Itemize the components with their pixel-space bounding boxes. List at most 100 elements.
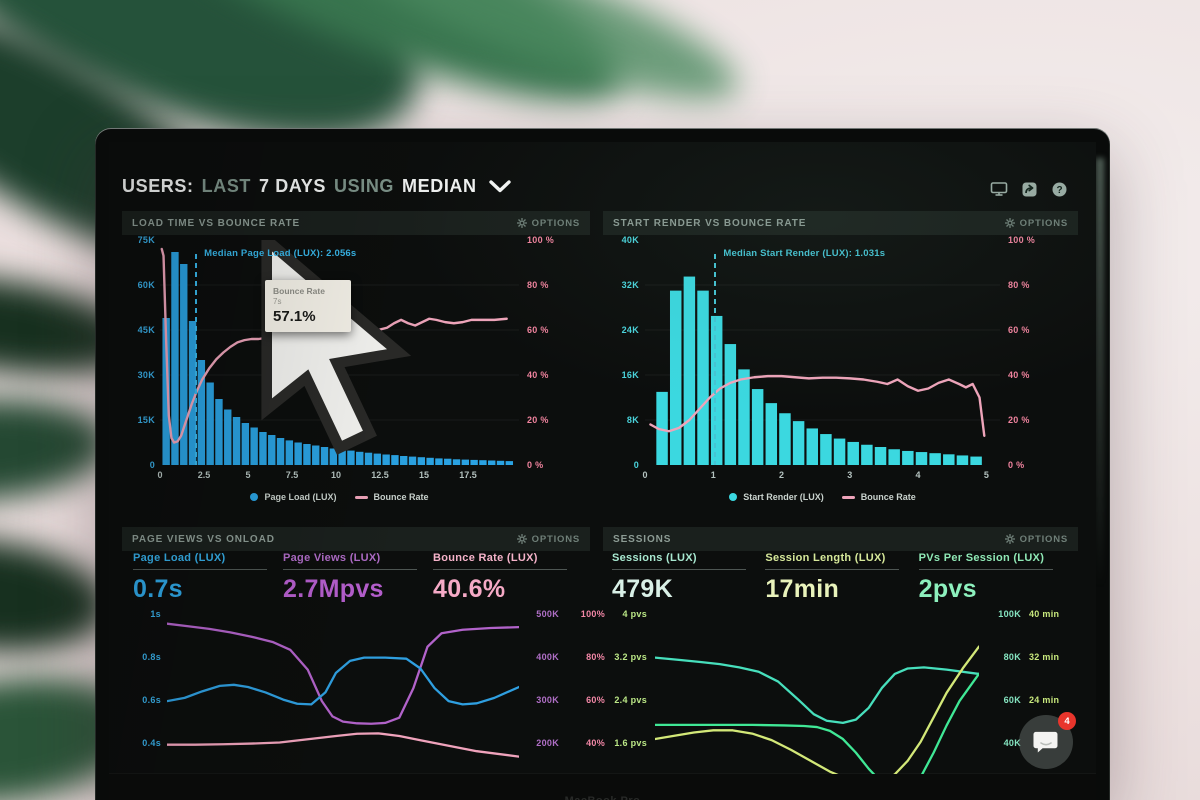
y-tick: 30K <box>137 370 155 380</box>
y-tick: 40 % <box>1008 370 1030 380</box>
metric-block: PVs Per Session (LUX) 2pvs <box>918 552 1072 604</box>
y-tick: 0 % <box>1008 460 1025 470</box>
x-tick: 1 <box>710 470 716 480</box>
y-tick: 3.2 pvs <box>614 651 647 662</box>
metric-divider <box>765 569 900 570</box>
x-tick: 0 <box>642 470 648 480</box>
display-icon[interactable] <box>990 180 1008 198</box>
y-tick: 32K <box>621 280 639 290</box>
panel-title: START RENDER VS BOUNCE RATE <box>613 217 807 229</box>
metric-divider <box>918 569 1053 570</box>
y-tick: 80 % <box>1008 280 1030 290</box>
y-tick: 0 % <box>527 460 544 470</box>
options-button-load-time[interactable]: OPTIONS <box>516 217 580 229</box>
y-tick: 4 pvs <box>622 608 647 619</box>
dashboard-screen: USERS: LAST 7 DAYS USING MEDIAN ? <box>109 142 1096 774</box>
y-tick: 45K <box>137 325 155 335</box>
y-axis-right-load-time: 100 % 80 % 60 % 40 % 20 % 0 % <box>527 235 577 470</box>
y-tick: 24K <box>621 325 639 335</box>
panel-header-load-time: LOAD TIME VS BOUNCE RATE OPTIONS <box>122 211 590 235</box>
median-marker-line <box>714 254 717 465</box>
svg-text:?: ? <box>1056 185 1062 196</box>
x-tick: 4 <box>915 470 921 480</box>
legend-item[interactable]: Bounce Rate <box>354 492 429 502</box>
y-tick: 80% <box>586 652 605 663</box>
options-button-page-views[interactable]: OPTIONS <box>516 533 580 545</box>
title-users: USERS: <box>122 175 194 196</box>
load-time-chart[interactable]: Bounce Rate 7s 57.1% Median Page Load (L… <box>160 240 519 465</box>
y-tick: 0.4s <box>142 738 161 749</box>
sessions-chart[interactable] <box>655 608 979 774</box>
y-tick: 60 % <box>1008 325 1030 335</box>
y-axis-right-minutes: 40 min 32 min 24 min <box>1029 608 1073 774</box>
metrics-sessions-panel: Sessions (LUX) 479K Session Length (LUX) 17… <box>612 552 1072 604</box>
y-tick: 1.6 pvs <box>614 737 647 748</box>
title-7days: 7 DAYS <box>259 175 327 196</box>
y-axis-left-pvs: 4 pvs 3.2 pvs 2.4 pvs 1.6 pvs <box>601 608 647 774</box>
laptop-brand-label: MacBook Pro <box>109 795 1096 800</box>
y-tick: 75K <box>137 235 155 245</box>
legend-item[interactable]: Start Render (LUX) <box>729 492 824 502</box>
y-axis-right-start-render: 100 % 80 % 60 % 40 % 20 % 0 % <box>1008 235 1060 470</box>
title-median: MEDIAN <box>402 175 477 196</box>
options-button-start-render[interactable]: OPTIONS <box>1004 217 1068 229</box>
legend-start-render: Start Render (LUX) Bounce Rate <box>645 492 1000 502</box>
y-tick: 1s <box>150 609 161 620</box>
chat-widget-button[interactable]: 4 <box>1019 712 1076 769</box>
median-annotation: Median Start Render (LUX): 1.031s <box>723 248 886 259</box>
page-views-chart[interactable] <box>167 608 519 774</box>
metric-block: Sessions (LUX) 479K <box>612 552 765 604</box>
start-render-chart[interactable]: Median Start Render (LUX): 1.031s <box>645 240 1000 465</box>
metric-divider <box>283 569 417 570</box>
options-label: OPTIONS <box>531 533 580 545</box>
help-icon[interactable]: ? <box>1050 180 1068 198</box>
x-axis-load-time: 0 2.5 5 7.5 10 12.5 15 17.5 <box>157 470 519 484</box>
title-last: LAST <box>201 175 252 196</box>
metric-value: 2.7Mpvs <box>283 575 384 603</box>
y-tick: 15K <box>137 415 155 425</box>
panel-header-page-views: PAGE VIEWS VS ONLOAD OPTIONS <box>122 527 590 551</box>
chat-bubble-icon <box>1033 731 1058 753</box>
y-tick: 40K <box>1003 738 1021 749</box>
title-using: USING <box>334 175 395 196</box>
legend-dot-icon <box>729 493 738 501</box>
options-label: OPTIONS <box>1019 533 1068 545</box>
share-icon[interactable] <box>1020 180 1038 198</box>
metric-label: PVs Per Session (LUX) <box>918 552 1045 564</box>
y-tick: 32 min <box>1029 651 1060 662</box>
y-tick: 100K <box>998 609 1021 620</box>
y-tick: 200K <box>536 738 559 749</box>
y-tick: 0.6s <box>142 695 161 706</box>
legend-item[interactable]: Bounce Rate <box>841 492 916 502</box>
options-label: OPTIONS <box>1019 217 1068 229</box>
y-tick: 100% <box>580 609 605 620</box>
metric-value: 40.6% <box>433 575 506 603</box>
metrics-page-views-panel: Page Load (LUX) 0.7s Page Views (LUX) 2.7Mp… <box>133 552 583 604</box>
legend-label: Page Load (LUX) <box>264 492 337 502</box>
y-tick: 60K <box>137 280 155 290</box>
metric-value: 0.7s <box>133 575 183 603</box>
x-axis-start-render: 0 1 2 3 4 5 <box>642 470 1000 484</box>
metric-value: 479K <box>612 575 673 603</box>
gear-icon <box>516 534 527 544</box>
metric-value: 17min <box>765 575 840 603</box>
x-tick: 15 <box>418 470 429 480</box>
y-tick: 60% <box>586 695 605 706</box>
options-button-sessions[interactable]: OPTIONS <box>1004 533 1068 545</box>
x-tick: 2.5 <box>197 470 211 480</box>
y-tick: 40% <box>586 738 605 749</box>
metric-block: Page Views (LUX) 2.7Mpvs <box>283 552 433 604</box>
dashboard-title-dropdown[interactable]: USERS: LAST 7 DAYS USING MEDIAN <box>122 173 511 199</box>
y-tick: 40 min <box>1029 608 1060 619</box>
y-tick: 20 % <box>1008 415 1030 425</box>
panel-title: LOAD TIME VS BOUNCE RATE <box>132 217 301 229</box>
y-tick: 500K <box>536 609 559 620</box>
laptop-bottom-bezel: MacBook Pro <box>109 773 1096 800</box>
y-tick: 20 % <box>527 415 549 425</box>
legend-dot-icon <box>250 493 259 501</box>
options-label: OPTIONS <box>531 217 580 229</box>
legend-item[interactable]: Page Load (LUX) <box>250 492 337 502</box>
tooltip-x-value: 7s <box>273 297 282 306</box>
y-tick: 400K <box>536 652 559 663</box>
y-tick: 60K <box>1003 695 1021 706</box>
